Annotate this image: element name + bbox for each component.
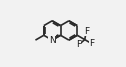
Text: F: F — [76, 40, 81, 49]
Text: F: F — [89, 39, 94, 48]
Text: F: F — [84, 27, 89, 36]
Text: N: N — [49, 36, 56, 45]
